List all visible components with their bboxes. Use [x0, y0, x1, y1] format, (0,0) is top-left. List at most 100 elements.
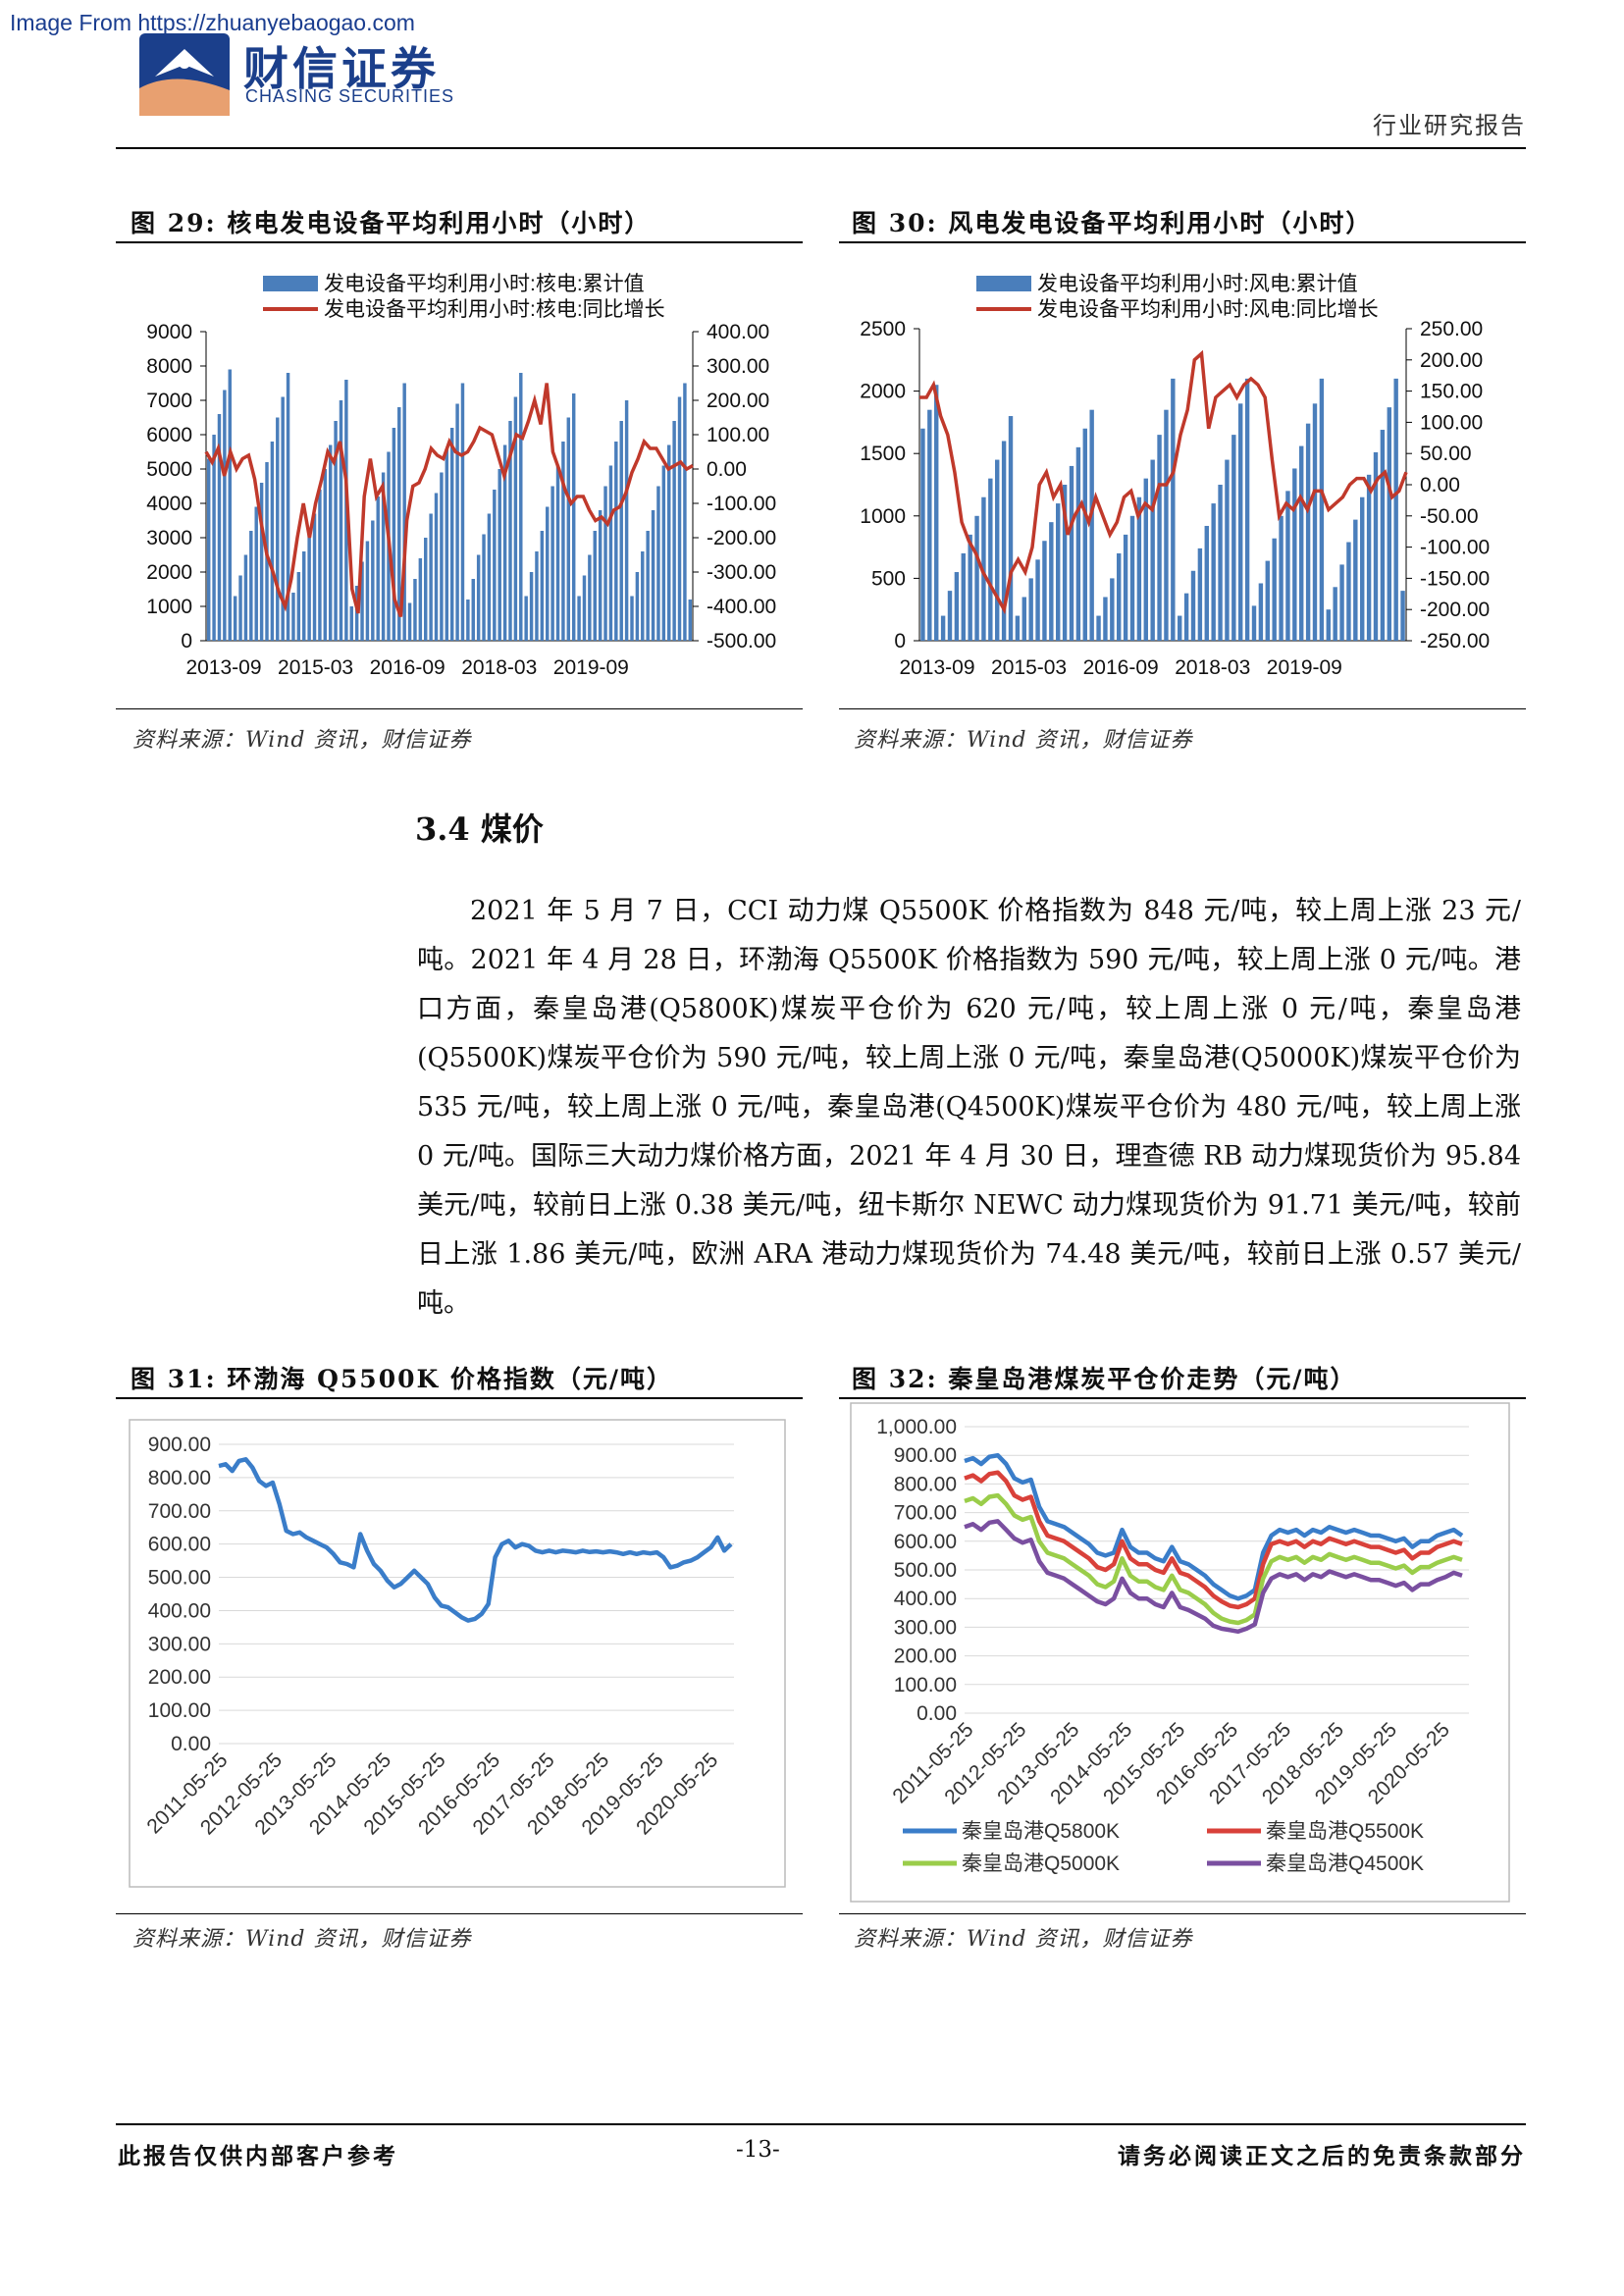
bar: [546, 506, 550, 641]
bar: [482, 534, 486, 641]
bar: [1143, 478, 1148, 641]
left-tick-label: 0: [181, 630, 192, 652]
bar: [429, 513, 433, 641]
figure-32-rule: [839, 1397, 1526, 1399]
y-tick-label: 900.00: [894, 1444, 957, 1467]
bar: [1292, 468, 1297, 641]
figure-31-source: 资料来源：Wind 资讯，财信证券: [132, 1927, 472, 1952]
bar: [413, 579, 417, 641]
x-tick-label: 2015-03: [991, 656, 1067, 679]
right-tick-label: -500.00: [707, 630, 776, 652]
x-tick-label: 2016-09: [1083, 656, 1159, 679]
y-tick-label: 0.00: [917, 1702, 957, 1725]
bar: [667, 444, 671, 641]
growth-line: [919, 349, 1408, 615]
left-tick-label: 0: [894, 630, 906, 652]
figure-30-title: 图 30: 风电发电设备平均利用小时（小时）: [852, 209, 1373, 237]
bar: [508, 421, 512, 641]
header-rule: [116, 147, 1526, 149]
bar: [402, 383, 406, 641]
bar: [217, 414, 222, 641]
bar: [281, 396, 285, 641]
bar: [646, 531, 650, 641]
bar: [1164, 409, 1169, 641]
bar: [968, 534, 972, 641]
bar: [1008, 416, 1014, 641]
x-tick-label: 2013-09: [185, 656, 261, 679]
y-tick-label: 700.00: [894, 1502, 957, 1525]
left-tick-label: 9000: [146, 321, 192, 343]
bar: [524, 596, 528, 641]
bar: [641, 551, 645, 641]
page-number: -13-: [736, 2137, 780, 2163]
bar: [529, 572, 534, 641]
right-tick-label: -50.00: [1420, 505, 1479, 528]
bar: [614, 442, 618, 641]
y-tick-label: 200.00: [894, 1645, 957, 1668]
bar: [981, 496, 986, 641]
figure-32-source: 资料来源：Wind 资讯，财信证券: [854, 1927, 1193, 1952]
y-tick-label: 0.00: [171, 1733, 211, 1755]
bar: [1366, 474, 1372, 641]
chart-frame: [129, 1419, 786, 1888]
bar: [598, 510, 602, 641]
bar: [683, 383, 687, 641]
bar: [1211, 503, 1216, 641]
bar: [1190, 570, 1196, 641]
chart-nuclear-utilization: 9000 8000 7000 6000 5000 4000 3000 2000 1000 0 400…: [146, 273, 776, 679]
bar: [1244, 378, 1250, 641]
bar: [1380, 430, 1386, 641]
y-tick-label: 600.00: [894, 1531, 957, 1553]
chasing-securities-logo-icon: [139, 33, 230, 116]
legend-label: 秦皇岛港Q5500K: [1266, 1820, 1424, 1843]
bar: [445, 448, 449, 641]
bar: [1272, 538, 1277, 641]
bar: [460, 383, 465, 641]
left-tick-label: 1500: [860, 443, 906, 465]
bar: [360, 561, 364, 641]
bar: [1360, 496, 1365, 641]
bar: [1178, 615, 1182, 641]
bar: [588, 554, 592, 641]
bar: [397, 407, 401, 641]
y-tick-label: 800.00: [148, 1467, 211, 1489]
bar: [940, 615, 946, 641]
bar: [243, 554, 248, 641]
bar: [1279, 515, 1283, 641]
legend-swatch-bar: [263, 276, 318, 291]
left-tick-label: 1000: [860, 505, 906, 528]
y-tick-label: 900.00: [148, 1434, 211, 1456]
legend-swatch-bar: [976, 276, 1031, 291]
figure-30-bottom-rule: [839, 708, 1526, 709]
footer-disclaimer-left: 此报告仅供内部客户参考: [118, 2143, 398, 2169]
bar: [1319, 378, 1325, 641]
bar: [656, 486, 660, 641]
right-tick-label: -400.00: [707, 596, 776, 618]
legend-label-line: 发电设备平均利用小时:风电:同比增长: [1037, 298, 1379, 321]
bar: [440, 472, 444, 641]
bar: [334, 421, 338, 641]
bar: [555, 465, 560, 641]
bar: [238, 575, 242, 641]
bar: [1056, 503, 1061, 641]
bar: [434, 493, 439, 641]
right-tick-label: -300.00: [707, 561, 776, 584]
section-title: 3.4 煤价: [415, 810, 544, 848]
bar: [550, 486, 554, 641]
bar: [1022, 597, 1026, 641]
bar: [349, 606, 353, 641]
bar: [630, 596, 634, 641]
x-tick-label: 2016-09: [370, 656, 445, 679]
bar: [323, 469, 328, 641]
bar: [1001, 441, 1007, 641]
bar: [455, 403, 459, 641]
right-tick-label: -100.00: [1420, 537, 1490, 559]
bar: [339, 400, 343, 641]
right-tick-label: 400.00: [707, 321, 769, 343]
legend-label-bar: 发电设备平均利用小时:风电:累计值: [1037, 273, 1358, 295]
bar: [1129, 515, 1135, 641]
bar: [471, 579, 475, 641]
bar: [1035, 559, 1040, 641]
chart-qinhuangdao-prices: 1,000.00 900.00 800.00 700.00 600.00 500.00 40…: [850, 1402, 1510, 1903]
left-tick-label: 3000: [146, 527, 192, 549]
